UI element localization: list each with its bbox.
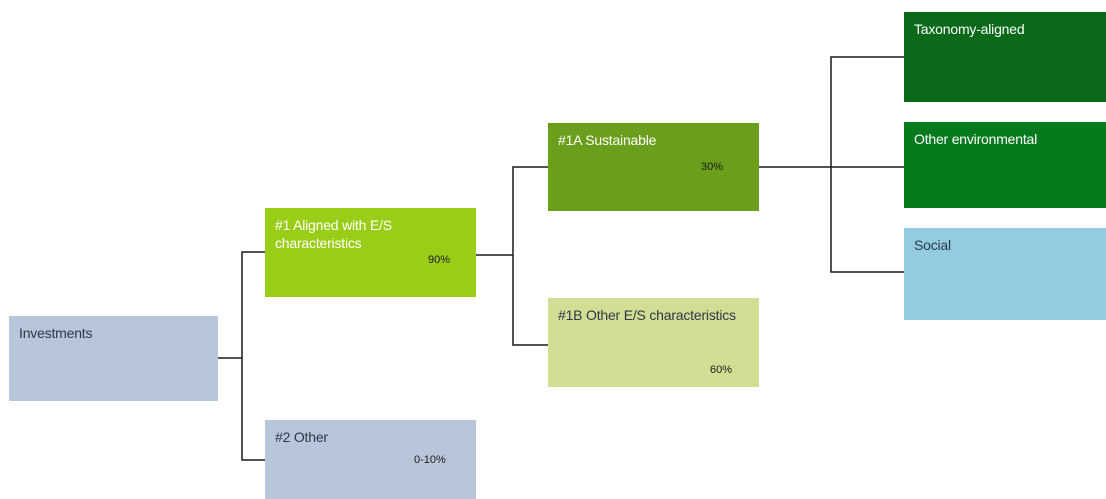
node-aligned-es-share: 90% [428, 254, 451, 266]
connector-investments-other [241, 358, 265, 461]
node-other-es-share: 60% [710, 364, 733, 376]
node-sustainable-label: #1A Sustainable [558, 132, 657, 148]
node-investments-label: Investments [19, 325, 93, 341]
connector-sustainable-taxonomy [830, 56, 904, 167]
node-other-environmental: Other environmental [904, 122, 1106, 208]
node-social: Social [904, 228, 1106, 320]
node-other-label: #2 Other [275, 429, 328, 445]
node-other-environmental-label: Other environmental [914, 131, 1038, 147]
node-investments: Investments [9, 316, 218, 401]
node-other-share: 0-10% [414, 454, 446, 466]
node-taxonomy-aligned: Taxonomy-aligned [904, 12, 1106, 102]
node-sustainable: #1A Sustainable 30% [548, 123, 759, 211]
node-other: #2 Other 0-10% [265, 420, 476, 499]
connector-aligned-sustainable [512, 166, 548, 255]
node-social-label: Social [914, 237, 951, 253]
node-other-es: #1B Other E/S characteristics 60% [548, 298, 759, 387]
node-aligned-es-label: #1 Aligned with E/S characteristics [275, 217, 392, 251]
node-aligned-es: #1 Aligned with E/S characteristics 90% [265, 208, 476, 297]
connector-aligned-other-es [512, 255, 548, 346]
node-taxonomy-aligned-label: Taxonomy-aligned [914, 21, 1025, 37]
connector-investments-aligned [241, 251, 265, 358]
node-other-es-label: #1B Other E/S characteristics [558, 307, 736, 323]
connector-sustainable-social [830, 167, 904, 273]
node-sustainable-share: 30% [701, 161, 724, 173]
